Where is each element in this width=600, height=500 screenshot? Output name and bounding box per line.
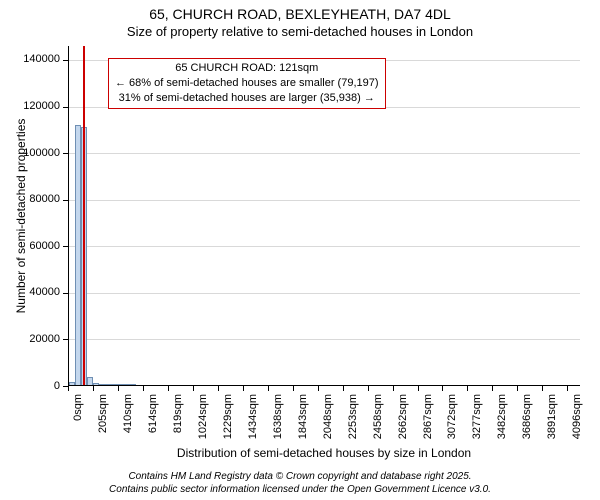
y-tick-label: 20000: [29, 333, 60, 345]
x-tick-mark: [268, 386, 269, 391]
x-tick-mark: [467, 386, 468, 391]
x-tick-mark: [567, 386, 568, 391]
gridline-h: [69, 200, 580, 201]
annotation-line1: 65 CHURCH ROAD: 121sqm: [115, 61, 379, 76]
gridline-h: [69, 293, 580, 294]
x-tick-mark: [143, 386, 144, 391]
histogram-bar: [130, 384, 136, 385]
x-tick-mark: [517, 386, 518, 391]
x-tick-mark: [243, 386, 244, 391]
y-tick-label: 0: [54, 380, 60, 392]
y-tick-label: 140000: [23, 53, 60, 65]
y-tick-label: 100000: [23, 147, 60, 159]
y-axis-label: Number of semi-detached properties: [14, 106, 28, 326]
attribution: Contains HM Land Registry data © Crown c…: [0, 470, 600, 496]
x-tick-mark: [218, 386, 219, 391]
annotation-box: 65 CHURCH ROAD: 121sqm ← 68% of semi-det…: [108, 58, 386, 109]
x-tick-mark: [368, 386, 369, 391]
x-tick-mark: [68, 386, 69, 391]
chart-container: 65, CHURCH ROAD, BEXLEYHEATH, DA7 4DL Si…: [0, 0, 600, 500]
gridline-h: [69, 246, 580, 247]
x-tick-mark: [442, 386, 443, 391]
x-tick-mark: [393, 386, 394, 391]
chart-title-main: 65, CHURCH ROAD, BEXLEYHEATH, DA7 4DL: [0, 6, 600, 22]
x-tick-mark: [492, 386, 493, 391]
attribution-line2: Contains public sector information licen…: [0, 483, 600, 496]
annotation-line2: ← 68% of semi-detached houses are smalle…: [115, 76, 379, 91]
x-tick-mark: [343, 386, 344, 391]
y-tick-mark: [63, 107, 68, 108]
y-tick-label: 120000: [23, 100, 60, 112]
highlight-line: [83, 46, 85, 385]
y-tick-mark: [63, 60, 68, 61]
x-tick-mark: [542, 386, 543, 391]
y-tick-label: 60000: [29, 240, 60, 252]
y-tick-mark: [63, 200, 68, 201]
x-tick-mark: [193, 386, 194, 391]
x-tick-mark: [168, 386, 169, 391]
gridline-h: [69, 339, 580, 340]
y-tick-label: 40000: [29, 286, 60, 298]
x-tick-mark: [293, 386, 294, 391]
x-tick-mark: [418, 386, 419, 391]
y-tick-mark: [63, 153, 68, 154]
x-tick-mark: [118, 386, 119, 391]
x-axis-label: Distribution of semi-detached houses by …: [68, 446, 580, 460]
gridline-h: [69, 153, 580, 154]
y-tick-mark: [63, 293, 68, 294]
y-tick-mark: [63, 246, 68, 247]
annotation-line3: 31% of semi-detached houses are larger (…: [115, 91, 379, 106]
y-tick-label: 80000: [29, 193, 60, 205]
chart-title-sub: Size of property relative to semi-detach…: [0, 24, 600, 39]
y-tick-mark: [63, 339, 68, 340]
x-tick-mark: [93, 386, 94, 391]
x-tick-mark: [318, 386, 319, 391]
attribution-line1: Contains HM Land Registry data © Crown c…: [0, 470, 600, 483]
